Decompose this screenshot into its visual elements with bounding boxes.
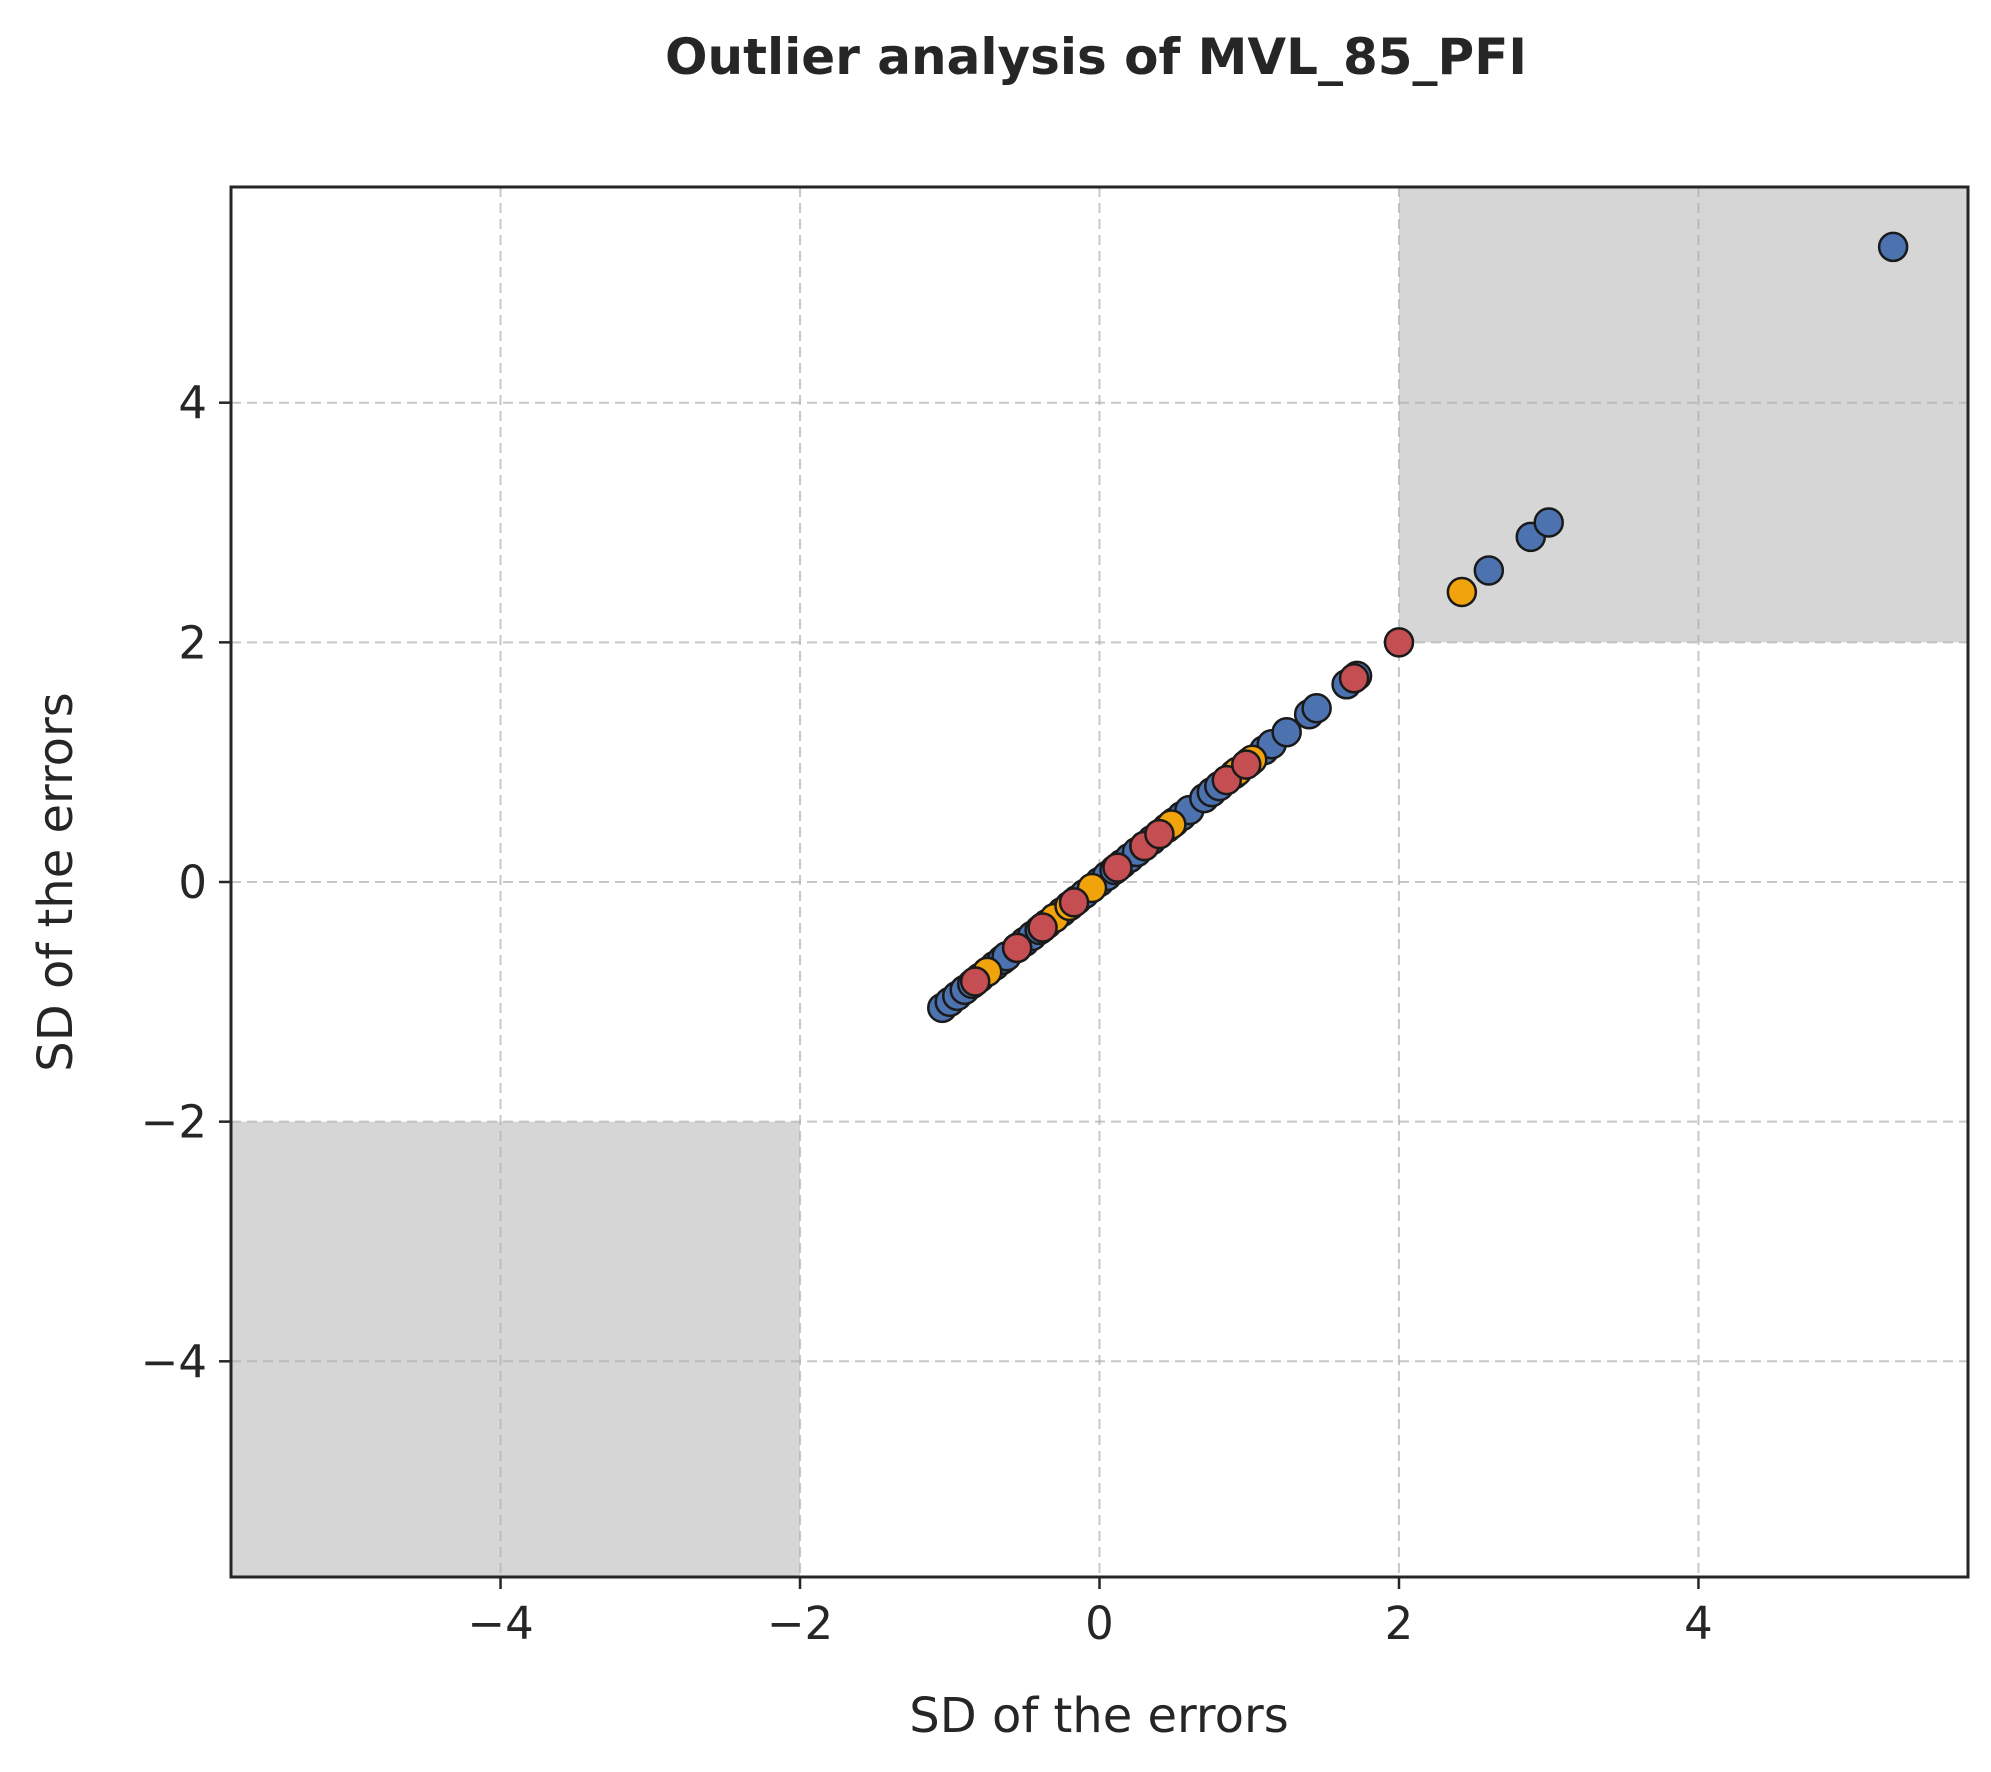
y-axis-label: SD of the errors — [28, 692, 84, 1071]
data-point — [1102, 852, 1133, 883]
y-tick-label: −4 — [141, 1335, 207, 1388]
shaded-regions — [231, 187, 1968, 1577]
x-tick-label: 0 — [1085, 1597, 1114, 1650]
data-point — [1271, 716, 1302, 748]
data-point — [959, 966, 991, 997]
y-tick-label: 4 — [178, 377, 207, 430]
x-tick-label: 4 — [1684, 1597, 1713, 1650]
x-tick-label: 2 — [1385, 1597, 1414, 1650]
data-point — [1230, 749, 1262, 780]
axis-ticks: −4 −2 0 2 4 −4 −2 0 2 4 — [141, 377, 1713, 1650]
data-point — [1144, 818, 1175, 850]
y-tick-label: −2 — [141, 1096, 207, 1149]
data-point — [1533, 507, 1564, 538]
data-point — [1446, 576, 1478, 608]
x-tick-label: −4 — [467, 1597, 533, 1650]
data-point — [1027, 912, 1058, 943]
x-axis-label: SD of the errors — [909, 1688, 1288, 1744]
data-point — [1301, 693, 1332, 724]
data-point — [1383, 627, 1415, 658]
data-point — [1877, 231, 1909, 263]
scatter-points — [927, 231, 1909, 1024]
y-tick-label: 0 — [178, 856, 207, 909]
data-point — [1473, 555, 1505, 586]
data-point — [1058, 887, 1090, 918]
data-point — [1001, 932, 1033, 964]
data-point — [1338, 663, 1370, 694]
chart-title: Outlier analysis of MVL_85_PFI — [665, 28, 1527, 86]
x-tick-label: −2 — [767, 1597, 833, 1650]
y-tick-label: 2 — [178, 616, 207, 669]
shaded-region-1 — [231, 1121, 801, 1577]
